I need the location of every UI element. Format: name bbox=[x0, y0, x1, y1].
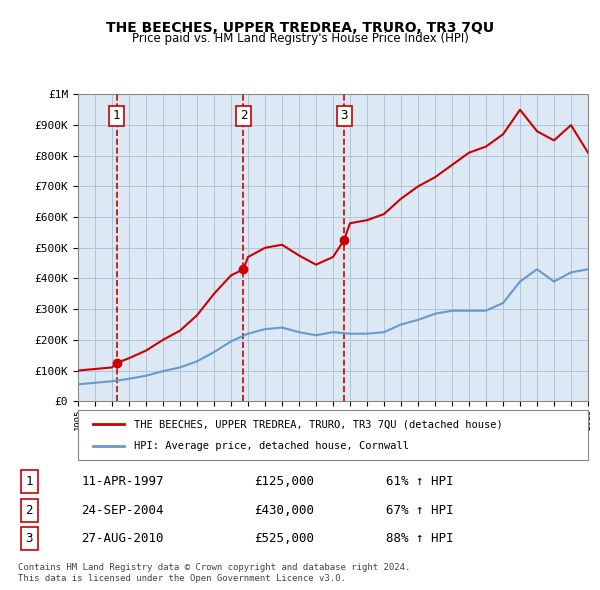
Text: £525,000: £525,000 bbox=[254, 532, 314, 545]
Text: 3: 3 bbox=[340, 109, 348, 122]
Text: THE BEECHES, UPPER TREDREA, TRURO, TR3 7QU: THE BEECHES, UPPER TREDREA, TRURO, TR3 7… bbox=[106, 21, 494, 35]
Text: 11-APR-1997: 11-APR-1997 bbox=[81, 476, 164, 489]
Text: HPI: Average price, detached house, Cornwall: HPI: Average price, detached house, Corn… bbox=[134, 441, 409, 451]
Text: Price paid vs. HM Land Registry's House Price Index (HPI): Price paid vs. HM Land Registry's House … bbox=[131, 32, 469, 45]
Text: 88% ↑ HPI: 88% ↑ HPI bbox=[386, 532, 454, 545]
Text: 24-SEP-2004: 24-SEP-2004 bbox=[81, 504, 164, 517]
Text: 1: 1 bbox=[26, 476, 33, 489]
Text: 27-AUG-2010: 27-AUG-2010 bbox=[81, 532, 164, 545]
Text: THE BEECHES, UPPER TREDREA, TRURO, TR3 7QU (detached house): THE BEECHES, UPPER TREDREA, TRURO, TR3 7… bbox=[134, 419, 503, 429]
Text: 3: 3 bbox=[26, 532, 33, 545]
Text: 1: 1 bbox=[113, 109, 121, 122]
Text: 2: 2 bbox=[26, 504, 33, 517]
Text: £125,000: £125,000 bbox=[254, 476, 314, 489]
Text: 67% ↑ HPI: 67% ↑ HPI bbox=[386, 504, 454, 517]
Text: 61% ↑ HPI: 61% ↑ HPI bbox=[386, 476, 454, 489]
Text: 2: 2 bbox=[239, 109, 247, 122]
Text: Contains HM Land Registry data © Crown copyright and database right 2024.
This d: Contains HM Land Registry data © Crown c… bbox=[18, 563, 410, 583]
Text: £430,000: £430,000 bbox=[254, 504, 314, 517]
